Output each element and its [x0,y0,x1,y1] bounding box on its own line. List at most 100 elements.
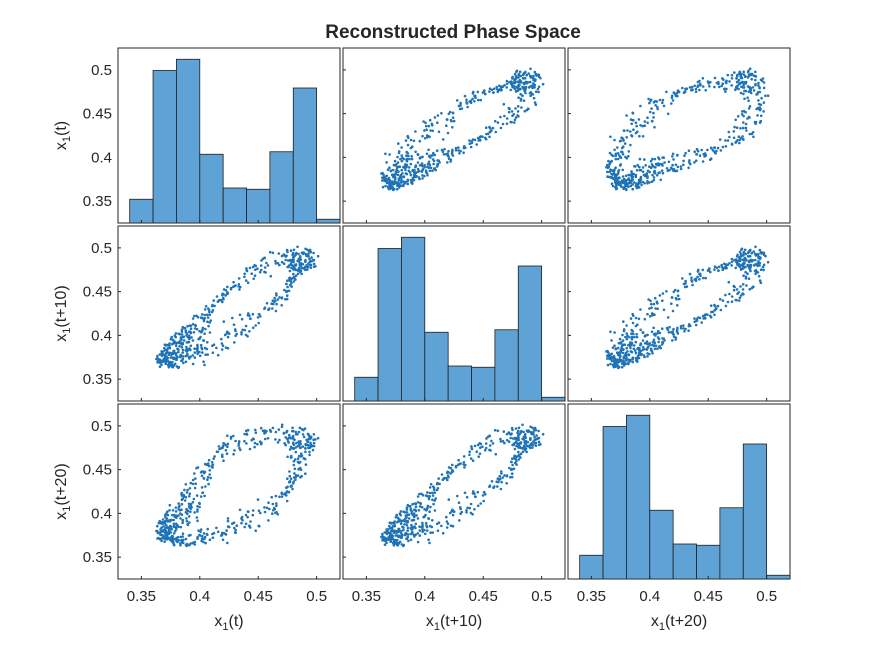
scatter-point [496,88,499,91]
scatter-point [232,521,236,524]
scatter-point [394,515,398,519]
scatter-point [446,152,449,155]
scatter-point [611,363,615,367]
scatter-point [406,152,410,155]
scatter-point [397,186,401,189]
scatter-point [277,428,281,431]
scatter-point [381,535,384,538]
scatter-point [537,75,541,78]
scatter-point [493,428,497,432]
scatter-point [393,524,397,528]
scatter-point [405,172,409,176]
scatter-point [248,330,251,333]
scatter-point [240,333,243,336]
scatter-point [627,358,630,362]
scatter-point [698,278,701,281]
scatter-point [651,157,654,161]
scatter-point [641,166,645,169]
scatter-point [240,331,243,334]
scatter-point [724,90,727,93]
scatter-point [405,506,409,510]
scatter-point [282,253,286,256]
scatter-point [418,525,421,528]
scatter-point [511,457,514,461]
scatter-point [652,302,656,306]
scatter-point [517,96,520,99]
scatter-point [297,268,300,272]
scatter-point [747,69,750,73]
scatter-point [177,539,181,542]
scatter-point [276,513,280,516]
scatter-point [199,343,203,347]
scatter-point [304,265,308,269]
scatter-point [445,520,449,523]
scatter-point [514,455,518,459]
scatter-point [160,363,163,367]
scatter-point [537,85,541,89]
scatter-point [511,443,514,447]
scatter-point [447,112,451,116]
scatter-point [754,254,758,257]
scatter-point [625,324,628,327]
scatter-point [484,126,488,129]
y-tick-label: 0.35 [83,193,112,210]
scatter-point [299,446,303,449]
scatter-point [639,353,643,357]
scatter-point [701,276,705,280]
scatter-point [647,298,650,301]
scatter-point [280,425,284,429]
scatter-point [437,130,441,134]
panel-r1-c1 [117,47,341,224]
scatter-point [203,346,207,350]
scatter-point [629,346,632,350]
scatter-point [693,317,696,320]
scatter-point [207,307,210,310]
scatter-point [488,135,491,139]
scatter-point [399,181,403,184]
scatter-point [629,317,633,320]
scatter-point [740,254,743,258]
scatter-point [704,276,707,280]
scatter-point [757,81,760,85]
scatter-point [742,293,745,296]
scatter-point [405,157,409,161]
scatter-point [265,506,269,510]
scatter-point [629,130,632,133]
scatter-point [249,317,252,321]
scatter-point [193,351,197,354]
scatter-point [286,485,289,489]
scatter-point [478,452,482,456]
scatter-point [213,304,216,308]
scatter-point [443,147,446,151]
scatter-point [446,522,450,525]
histogram-bar [424,331,449,402]
scatter-point [626,183,629,186]
scatter-point [294,253,297,257]
scatter-point [389,540,393,543]
scatter-point [704,89,707,92]
scatter-point [206,527,209,531]
scatter-point [491,442,495,445]
scatter-point [628,179,632,183]
scatter-point [679,324,683,328]
scatter-point [638,168,642,172]
scatter-point [222,442,226,445]
scatter-point [757,99,760,102]
scatter-point [625,114,628,117]
scatter-point [488,434,491,438]
scatter-point [174,506,178,510]
scatter-point [517,115,520,118]
scatter-point [183,499,187,502]
scatter-point [218,298,221,302]
scatter-point [199,471,203,474]
scatter-point [671,339,674,342]
scatter-point [305,254,308,258]
scatter-point [307,446,310,450]
scatter-point [468,506,472,510]
scatter-point [266,437,270,440]
scatter-point [274,430,278,434]
scatter-point [216,530,220,534]
scatter-point [740,248,743,252]
scatter-point [316,254,320,258]
scatter-point [187,355,191,359]
